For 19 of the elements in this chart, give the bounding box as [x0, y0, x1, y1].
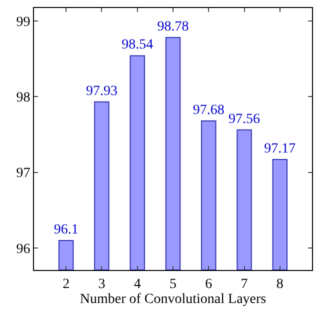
x-tick-label: 5 — [170, 276, 176, 292]
data-label: 97.68 — [192, 102, 224, 118]
y-tick-label: 97 — [16, 166, 30, 182]
x-tick-label: 3 — [98, 276, 106, 292]
y-tick-label: 98 — [16, 90, 30, 106]
data-label: 97.56 — [228, 112, 260, 127]
y-tick-label: 96 — [16, 242, 30, 257]
x-tick-label: 8 — [276, 276, 284, 292]
x-axis-title: Number of Convolutional Layers — [80, 292, 266, 308]
data-label: 97.93 — [86, 84, 118, 99]
data-label: 96.1 — [54, 222, 78, 238]
x-tick-label: 2 — [62, 276, 70, 292]
data-label: 98.54 — [122, 38, 154, 53]
data-label: 98.78 — [157, 20, 189, 35]
y-tick-label: 99 — [16, 14, 30, 30]
x-tick-label: 6 — [205, 276, 212, 292]
data-label: 97.17 — [264, 141, 296, 156]
x-tick-label: 4 — [134, 276, 141, 292]
x-tick-label: 7 — [240, 276, 248, 292]
